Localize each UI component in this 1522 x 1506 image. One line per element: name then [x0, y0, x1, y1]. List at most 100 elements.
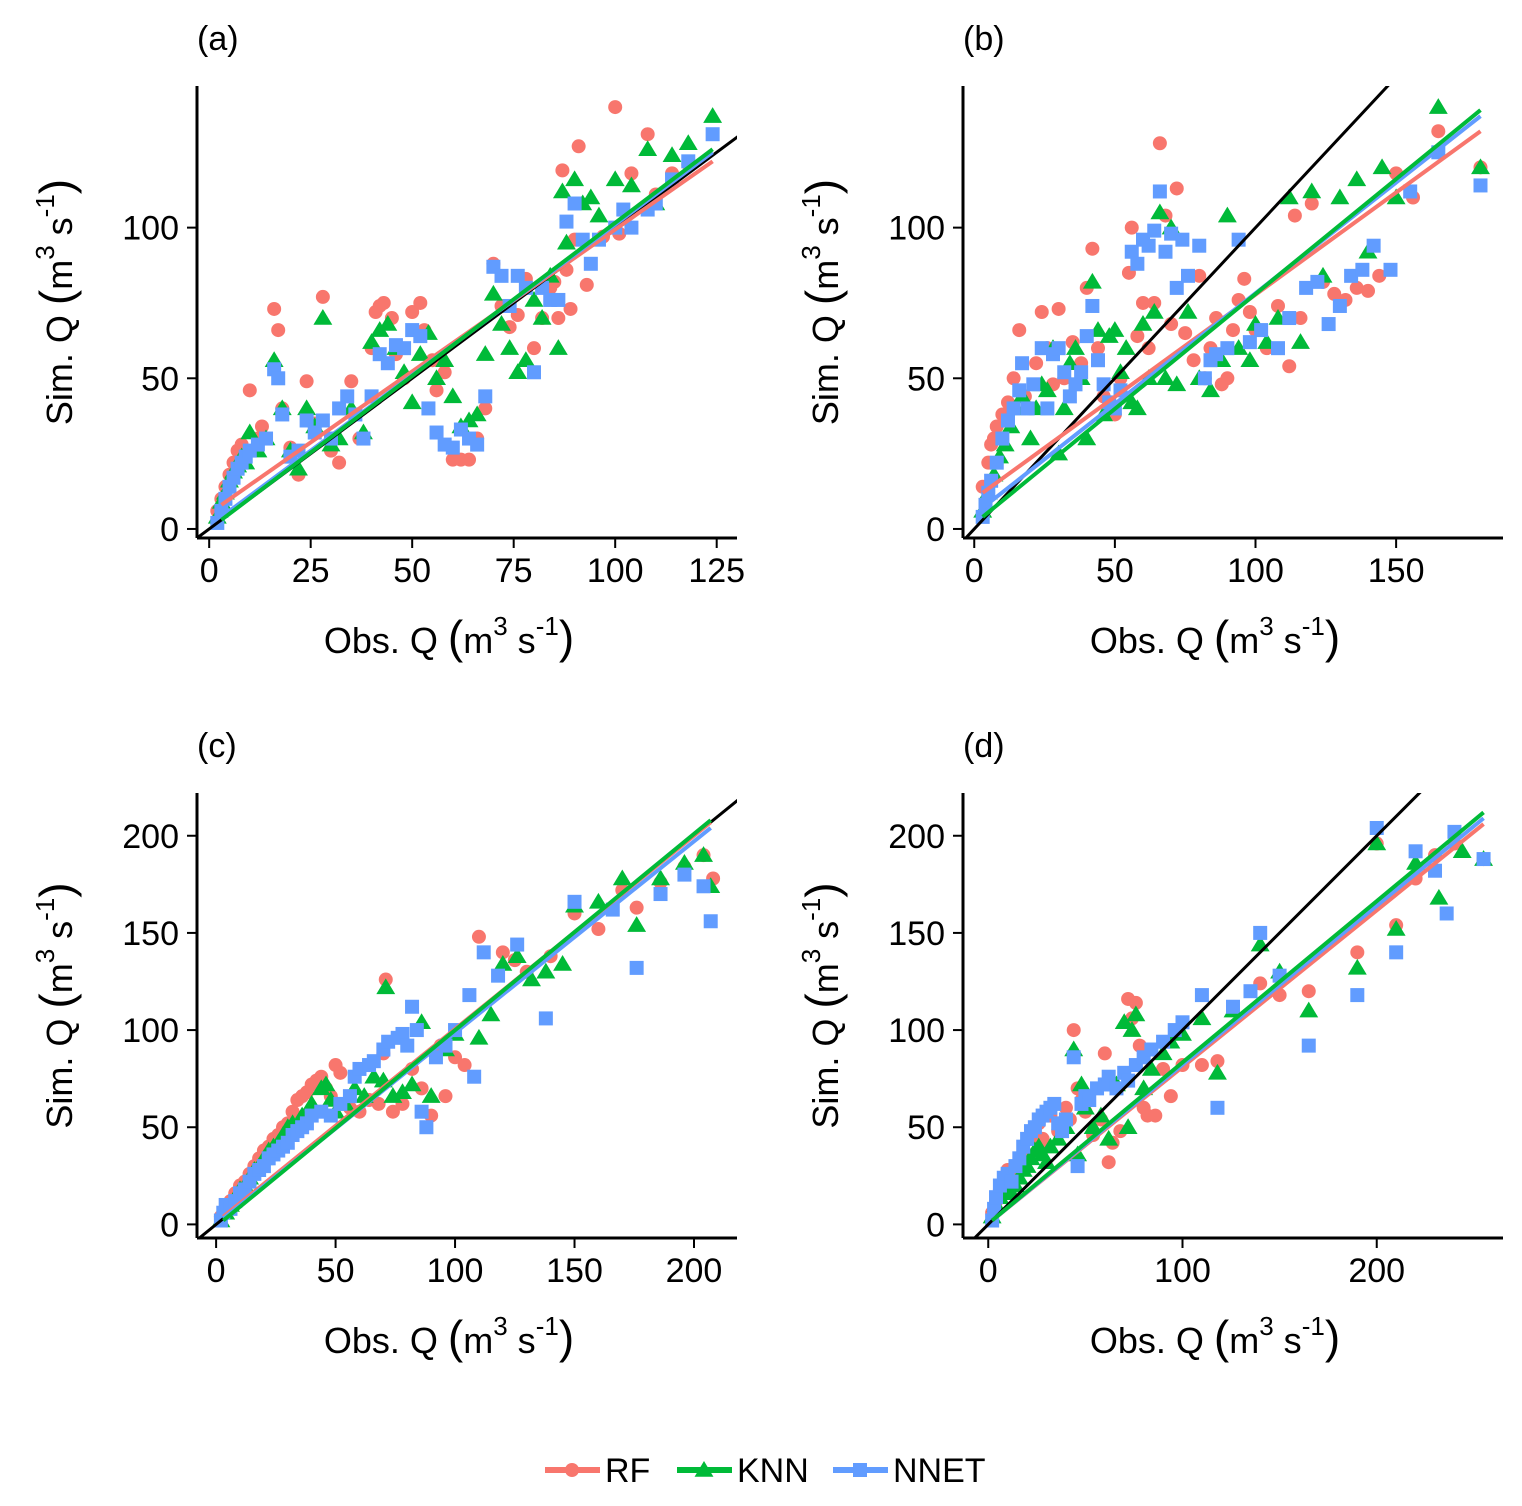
point-nnet [995, 431, 1010, 446]
point-nnet [987, 1201, 1002, 1216]
point-rf [629, 900, 644, 915]
unit-open-paren: ( [448, 1311, 464, 1363]
point-nnet [1070, 1159, 1085, 1174]
x-tick-label: 150 [1368, 552, 1425, 590]
point-nnet [1124, 244, 1139, 259]
unit-sup-3: 3 [796, 949, 826, 963]
point-nnet [1147, 223, 1162, 238]
point-knn [364, 1067, 384, 1084]
point-nnet [1350, 988, 1365, 1003]
x-axis-title: Obs. Q (m3 s-1) [1090, 1311, 1340, 1363]
point-nnet [1006, 401, 1021, 416]
point-rf [437, 365, 452, 380]
point-knn [1127, 399, 1147, 416]
unit-sup-3: 3 [493, 1311, 507, 1341]
point-knn [1141, 1059, 1161, 1076]
y-axis-title-label: Sim. Q [39, 1009, 80, 1129]
x-tick-label: 50 [393, 552, 431, 590]
unit-open-paren: ( [1214, 611, 1230, 663]
panel-label: (b) [963, 20, 1005, 58]
point-rf [471, 929, 486, 944]
point-rf [1271, 298, 1285, 313]
point-nnet [653, 887, 668, 902]
point-knn [507, 947, 527, 963]
point-knn [1077, 429, 1097, 446]
unit-sup-neg1: -1 [796, 898, 826, 921]
y-tick-label: 50 [141, 360, 179, 398]
unit-sup-3: 3 [1259, 611, 1273, 641]
x-axis-title-label: Obs. Q [324, 1320, 448, 1361]
point-knn [1192, 1009, 1212, 1026]
point-nnet [559, 214, 574, 229]
point-knn [1150, 203, 1170, 220]
point-nnet [1271, 341, 1285, 356]
point-nnet [1243, 984, 1258, 999]
point-knn [1178, 303, 1198, 319]
point-nnet [462, 988, 477, 1003]
unit-s: s [39, 217, 80, 245]
point-nnet [400, 1038, 415, 1053]
point-knn [297, 399, 317, 416]
point-rf [608, 100, 623, 115]
point-nnet [356, 431, 371, 446]
y-axis-title: Sim. Q (m3 s-1) [796, 882, 848, 1128]
unit-sup-neg1: -1 [536, 611, 559, 641]
point-knn [522, 970, 541, 987]
point-knn [1428, 98, 1448, 114]
point-knn [435, 351, 455, 367]
point-rf [315, 289, 330, 304]
point-nnet [1301, 1038, 1316, 1053]
point-nnet [1355, 262, 1370, 277]
point-rf [1163, 1089, 1178, 1104]
point-nnet [567, 894, 582, 909]
point-nnet [624, 220, 639, 235]
point-knn [1072, 1075, 1091, 1092]
point-nnet [1473, 178, 1488, 193]
point-nnet [1220, 341, 1235, 356]
point-nnet [259, 431, 274, 446]
panel-label: (d) [963, 727, 1005, 765]
point-rf [1304, 196, 1319, 211]
point-rf [1349, 280, 1364, 295]
point-nnet [1158, 244, 1173, 259]
x-tick-label: 0 [979, 1252, 998, 1290]
series-nnet [210, 127, 720, 530]
point-knn [651, 869, 670, 886]
unit-open-paren: ( [796, 289, 848, 305]
point-nnet [445, 440, 460, 455]
y-tick-label: 0 [160, 1206, 179, 1244]
x-tick-label: 100 [427, 1252, 484, 1290]
point-nnet [271, 371, 286, 386]
x-tick-label: 75 [495, 552, 533, 590]
unit-close-paren: ) [559, 1311, 574, 1363]
point-rf [271, 323, 286, 338]
point-nnet [989, 1190, 1004, 1205]
unit-m: m [1229, 1320, 1259, 1361]
point-knn [1037, 381, 1057, 398]
point-rf [563, 301, 578, 316]
point-nnet [705, 127, 720, 142]
point-knn [1372, 158, 1392, 175]
point-nnet [467, 1069, 482, 1084]
legend-label-knn: KNN [737, 1452, 809, 1490]
point-nnet [1192, 238, 1207, 253]
point-rf [1012, 323, 1027, 338]
point-rf [1156, 1061, 1171, 1076]
point-nnet [1164, 226, 1179, 241]
unit-close-paren: ) [30, 179, 82, 194]
y-axis-title: Sim. Q (m3 s-1) [30, 179, 82, 425]
point-rf [1372, 268, 1387, 283]
point-nnet [1074, 365, 1089, 380]
point-nnet [526, 365, 541, 380]
point-nnet [409, 1023, 424, 1038]
point-rf [551, 311, 566, 326]
point-rf [579, 277, 594, 292]
point-nnet [1085, 298, 1100, 313]
point-knn [536, 962, 556, 979]
unit-s: s [1274, 1320, 1302, 1361]
point-nnet [1004, 1174, 1019, 1189]
point-knn [313, 309, 333, 325]
point-rf [405, 305, 420, 319]
point-nnet [323, 1108, 338, 1123]
